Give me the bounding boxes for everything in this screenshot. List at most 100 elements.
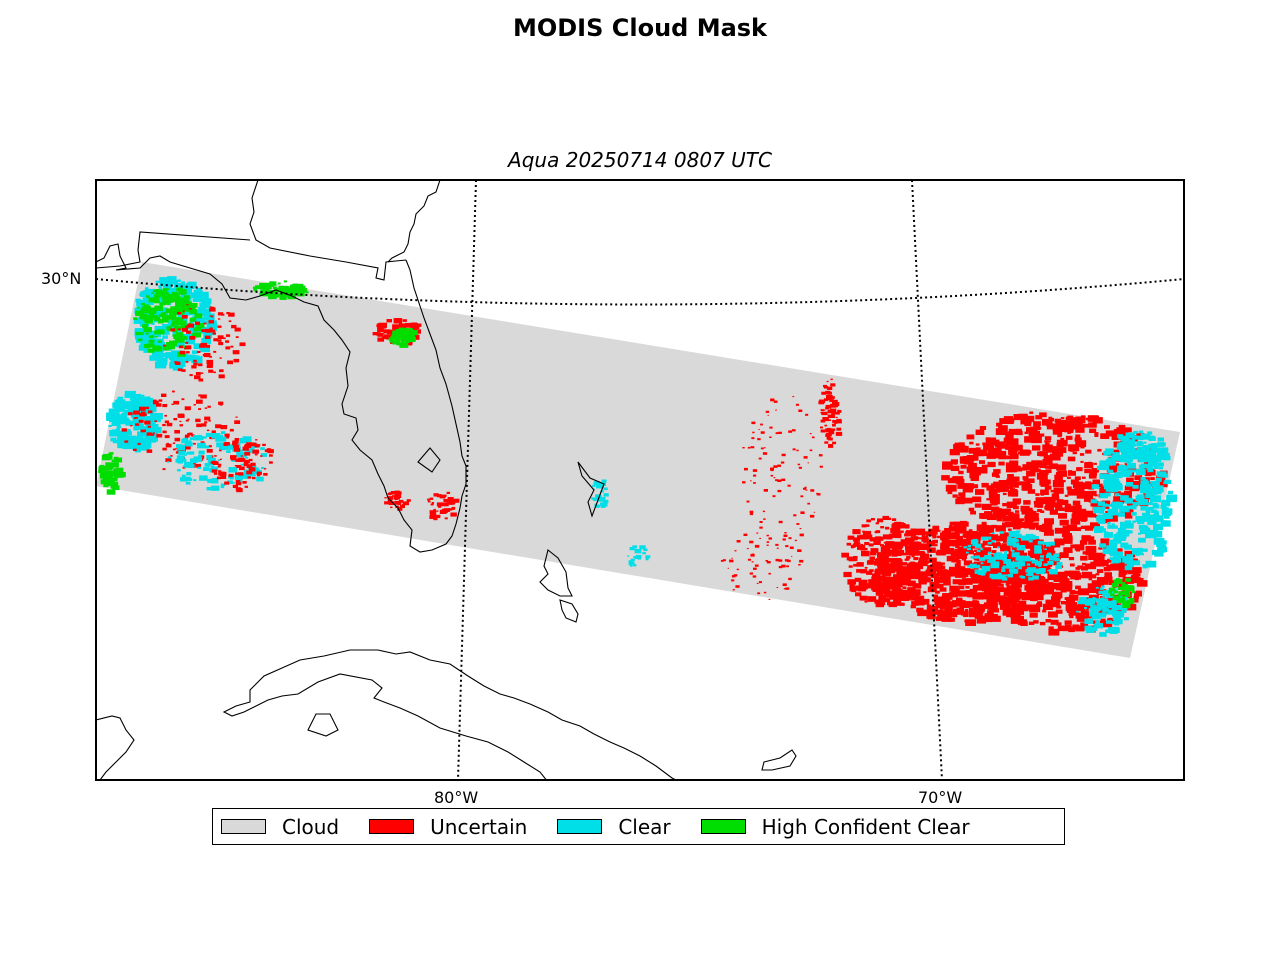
mask-patch [970,475,979,481]
mask-patch [785,545,789,548]
mask-patch [234,327,241,332]
mask-patch [951,557,960,563]
mask-patch [1039,470,1047,475]
mask-patch [198,307,207,313]
mask-patch [392,335,397,338]
mask-patch [137,442,141,445]
mask-patch [1111,463,1119,468]
mask-patch [106,456,110,459]
mask-patch [1039,621,1046,626]
mask-patch [731,557,733,559]
mask-patch [853,563,858,567]
mask-patch [387,496,394,500]
mask-patch [1080,525,1087,529]
mask-patch [276,295,280,298]
mask-patch [149,295,157,300]
mask-patch [138,344,149,351]
mask-patch [946,569,958,577]
mask-patch [269,281,277,286]
mask-patch [204,421,208,424]
mask-patch [941,539,950,545]
mask-patch [1092,479,1100,485]
mask-patch [777,464,781,467]
mask-patch [897,547,903,550]
mask-patch [782,583,787,586]
mask-patch [797,549,802,552]
mask-patch [995,453,1001,457]
mask-patch [763,489,768,492]
mask-patch [113,456,119,460]
mask-patch [963,613,969,617]
mask-patch [194,313,203,319]
mask-patch [1058,542,1063,546]
mask-patch [784,559,789,562]
mask-patch [909,545,913,548]
mask-patch [410,325,418,331]
mask-patch [182,285,191,291]
mask-patch [880,599,886,603]
mask-patch [1105,459,1116,466]
mask-patch [1127,463,1136,469]
mask-patch [1082,476,1086,479]
mask-patch [225,334,231,337]
mask-patch [200,372,204,374]
mask-patch [1006,437,1011,441]
mask-patch [809,514,815,518]
mask-patch [593,481,600,486]
mask-patch [643,548,648,552]
mask-patch [1072,451,1077,455]
map-title: MODIS Cloud Mask [512,14,768,42]
mask-patch [770,467,774,470]
mask-patch [1147,435,1155,440]
mask-patch [1065,435,1073,440]
mask-patch [227,360,233,365]
mask-patch [145,287,149,290]
mask-patch [950,465,960,471]
mask-patch [792,429,796,432]
mask-patch [165,443,172,448]
mask-patch [1012,599,1019,603]
mask-patch [285,287,291,291]
mask-patch [788,537,792,540]
mask-patch [995,535,1005,542]
mask-patch [1074,437,1082,442]
mask-patch [984,555,992,560]
mask-patch [227,480,233,484]
mask-patch [1123,600,1129,604]
mask-patch [875,602,884,608]
mask-patch [1085,545,1097,553]
mask-patch [958,492,963,495]
mask-patch [1043,563,1048,566]
mask-patch [988,599,996,604]
mask-patch [822,417,829,422]
mask-patch [1146,453,1151,457]
mask-patch [1049,569,1058,575]
mask-patch [970,539,979,545]
mask-patch [1026,461,1032,466]
mask-patch [832,441,837,445]
mask-patch [881,554,885,557]
mask-patch [269,454,273,457]
mask-patch [132,400,143,407]
mask-patch [1006,538,1014,543]
lake-okeechobee [417,447,441,473]
mask-patch [211,485,220,491]
mask-patch [189,321,194,324]
mask-patch [1137,436,1144,440]
mask-patch [892,528,901,534]
mask-patch [963,560,972,566]
mask-patch [392,339,401,345]
mask-patch [177,340,182,343]
mask-patch [1111,611,1120,616]
mask-patch [731,575,736,578]
mask-patch [908,575,911,577]
mask-patch [1161,510,1171,517]
mask-patch [1099,588,1104,591]
mask-patch [949,449,960,456]
mask-patch [752,575,757,578]
mask-patch [970,556,975,559]
mask-patch [235,336,239,338]
mask-patch [203,467,210,471]
mask-patch [183,295,191,300]
mask-patch [1134,475,1143,481]
